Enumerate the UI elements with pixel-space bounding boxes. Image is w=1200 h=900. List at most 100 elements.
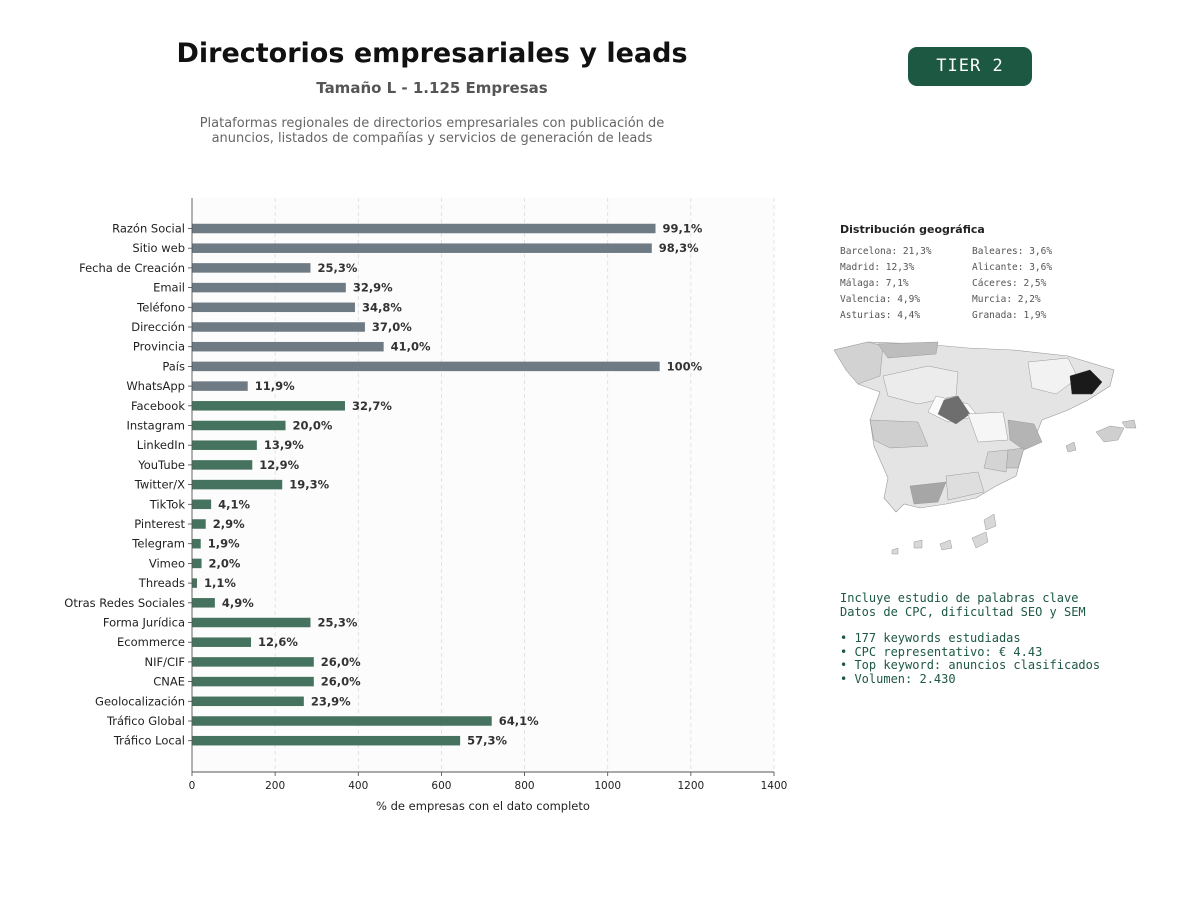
x-tick-label: 1400 [761,780,788,792]
y-tick-label: Twitter/X [134,478,185,492]
spain-map [833,341,1137,555]
bar [192,341,384,352]
y-tick-label: Dirección [131,320,185,334]
y-tick-label: Provincia [133,340,185,354]
bar [192,617,311,628]
baleares-island-shape [1065,441,1077,453]
bar [192,322,365,332]
madrid-region-shape [937,395,971,425]
geo-item: Cáceres: 2,5% [972,278,1047,289]
y-tick-label: YouTube [137,458,185,472]
bar [192,598,215,608]
data-label: 4,9% [222,596,254,610]
x-tick-label: 200 [265,780,285,792]
bar [192,696,304,707]
bar [192,538,201,549]
data-label: 37,0% [372,320,412,334]
geo-item: Granada: 1,9% [972,310,1047,321]
chart-axes: 0 200 400 600 800 1000 1200 1400 Razón Social Sit… [64,198,787,792]
chart-bars: 99,1% 98,3% 25,3% 32,9% 34,8% 37,0% 41,0% 100% 1… [192,222,703,748]
canarias-island-shape [891,547,899,555]
keywords-bullet: • Volumen: 2.430 [840,671,956,686]
data-label: 12,9% [259,458,299,472]
region-shape [833,341,884,385]
region-shape [869,419,929,449]
bar [192,479,283,490]
data-label: 1,9% [208,537,240,551]
geo-item: Baleares: 3,6% [972,246,1053,257]
bar [192,263,311,273]
keywords-bullet: • 177 keywords estudiadas [840,631,1021,645]
y-tick-label: Email [153,281,185,295]
plot-background [192,198,774,772]
data-label: 4,1% [218,497,250,511]
bar-chart: 99,1% 98,3% 25,3% 32,9% 34,8% 37,0% 41,0% 100% 1… [64,198,787,813]
data-label: 13,9% [264,438,304,452]
bar [192,401,345,411]
page-subtitle: Tamaño L - 1.125 Empresas [316,79,548,97]
bar [192,460,253,470]
geo-item: Valencia: 4,9% [840,294,921,305]
canarias-island-shape [939,539,953,551]
y-tick-label: Fecha de Creación [79,261,185,275]
data-label: 19,3% [289,478,329,492]
data-label: 100% [667,359,703,373]
baleares-island-shape [1121,419,1137,429]
y-tick-label: Instagram [126,419,185,433]
bar [192,243,652,253]
x-tick-label: 400 [348,780,368,792]
data-label: 23,9% [311,694,351,708]
y-tick-label: País [162,359,185,373]
bar [192,282,346,293]
description-line-2: anuncios, listados de compañías y servic… [211,131,653,146]
y-tick-label: Tráfico Local [113,734,185,748]
data-label: 57,3% [467,734,507,748]
y-tick-label: NIF/CIF [144,655,185,669]
data-label: 32,9% [353,281,393,295]
y-tick-label: Geolocalización [95,694,185,708]
bar [192,657,314,667]
canarias-island-shape [983,513,997,531]
x-tick-label: 800 [515,780,535,792]
y-tick-label: Telegram [131,537,185,551]
data-label: 98,3% [659,241,699,255]
bar [192,302,355,313]
bar [192,735,461,746]
geo-item: Málaga: 7,1% [840,278,909,289]
geo-item: Murcia: 2,2% [972,294,1041,305]
malaga-region-shape [909,481,947,505]
geo-distribution-title: Distribución geográfica [840,223,985,236]
bar [192,361,660,372]
valencia-region-shape [1007,419,1043,451]
y-tick-label: Tráfico Global [106,714,185,728]
y-tick-label: Teléfono [136,300,185,314]
page-title: Directorios empresariales y leads [176,38,688,69]
geo-item: Alicante: 3,6% [972,262,1053,273]
data-label: 25,3% [317,616,357,630]
data-label: 99,1% [663,222,703,236]
data-label: 25,3% [317,261,357,275]
bar [192,716,492,726]
bar [192,381,248,391]
keywords-bullet: • CPC representativo: € 4.43 [840,644,1043,659]
region-shape [1027,357,1079,395]
bar [192,676,314,687]
bar [192,578,197,588]
y-tick-label: Vimeo [149,556,185,570]
data-label: 32,7% [352,399,392,413]
barcelona-region-shape [1069,369,1103,395]
bar [192,223,656,234]
data-label: 1,1% [204,576,236,590]
bar [192,637,252,647]
data-label: 2,0% [209,556,241,570]
y-tick-label: Pinterest [134,517,185,531]
keywords-line-2: Datos de CPC, dificultad SEO y SEM [840,604,1086,619]
region-shape [945,471,985,501]
x-tick-label: 1000 [594,780,621,792]
y-tick-label: CNAE [153,675,185,689]
y-tick-label: Facebook [131,399,185,413]
y-tick-label: Ecommerce [117,635,185,649]
keywords-line-1: Incluye estudio de palabras clave [840,591,1079,605]
keywords-info: Incluye estudio de palabras clave Datos … [840,591,1100,686]
data-label: 20,0% [293,419,333,433]
